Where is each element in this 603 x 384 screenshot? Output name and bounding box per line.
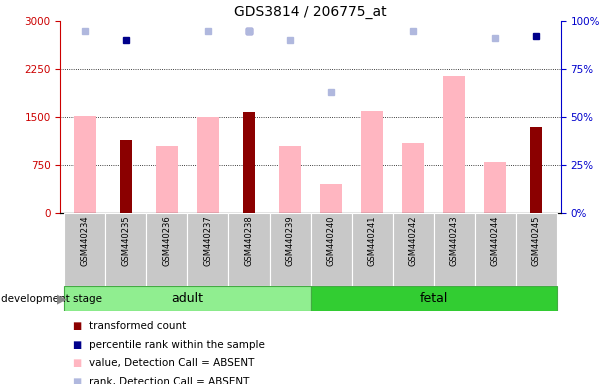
Bar [65, 213, 106, 286]
Text: GSM440243: GSM440243 [450, 215, 459, 266]
Text: GSM440235: GSM440235 [121, 215, 130, 266]
Text: ■: ■ [72, 377, 81, 384]
Title: GDS3814 / 206775_at: GDS3814 / 206775_at [234, 5, 387, 19]
Text: fetal: fetal [420, 292, 448, 305]
Bar [475, 213, 516, 286]
Text: GSM440237: GSM440237 [203, 215, 212, 266]
Text: ■: ■ [72, 340, 81, 350]
Bar [74, 116, 96, 213]
Bar [484, 162, 507, 213]
Bar [516, 213, 557, 286]
Text: GSM440242: GSM440242 [409, 215, 418, 266]
Bar [361, 111, 384, 213]
Text: GSM440245: GSM440245 [532, 215, 541, 266]
Bar [279, 146, 302, 213]
Bar [393, 213, 434, 286]
Bar [434, 213, 475, 286]
Text: value, Detection Call = ABSENT: value, Detection Call = ABSENT [89, 358, 254, 368]
Bar [402, 143, 425, 213]
Bar [352, 213, 393, 286]
Bar [320, 184, 343, 213]
Text: GSM440234: GSM440234 [80, 215, 89, 266]
Bar [120, 139, 132, 213]
Bar [243, 112, 255, 213]
Bar [106, 213, 147, 286]
Text: transformed count: transformed count [89, 321, 186, 331]
Text: GSM440238: GSM440238 [244, 215, 253, 266]
Bar [188, 213, 229, 286]
Bar [229, 213, 270, 286]
Bar [147, 213, 188, 286]
Bar [270, 213, 311, 286]
Text: GSM440240: GSM440240 [327, 215, 335, 266]
Text: adult: adult [171, 292, 203, 305]
Bar [443, 76, 466, 213]
Bar [311, 213, 352, 286]
Text: GSM440236: GSM440236 [162, 215, 171, 266]
Text: rank, Detection Call = ABSENT: rank, Detection Call = ABSENT [89, 377, 250, 384]
Text: GSM440241: GSM440241 [368, 215, 377, 266]
Text: ■: ■ [72, 358, 81, 368]
Bar [65, 286, 311, 311]
Text: percentile rank within the sample: percentile rank within the sample [89, 340, 265, 350]
Text: ▶: ▶ [57, 292, 67, 305]
Text: development stage: development stage [1, 293, 101, 304]
Bar [311, 286, 557, 311]
Text: ■: ■ [72, 321, 81, 331]
Text: GSM440244: GSM440244 [491, 215, 500, 266]
Text: GSM440239: GSM440239 [286, 215, 294, 266]
Bar [156, 146, 178, 213]
Bar [530, 127, 542, 213]
Bar [197, 117, 219, 213]
